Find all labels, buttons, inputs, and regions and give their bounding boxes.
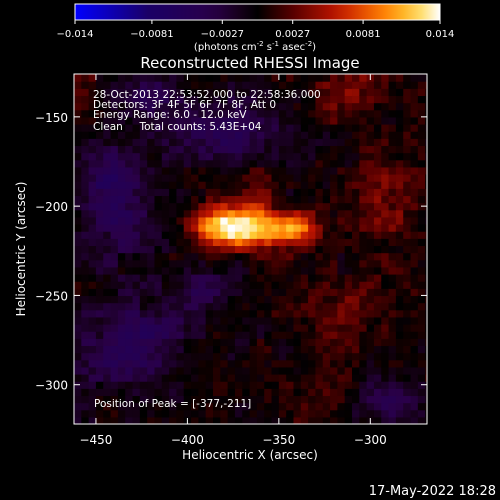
annotation-detectors: Detectors: 3F 4F 5F 6F 7F 8F, Att 0	[93, 99, 276, 111]
x-tick-label: −350	[262, 433, 295, 447]
y-tick-label: −250	[35, 289, 68, 303]
x-tick-label: −400	[171, 433, 204, 447]
y-axis-label: Heliocentric Y (arcsec)	[14, 182, 28, 317]
annotation-block: 28-Oct-2013 22:53:52.000 to 22:58:36.000…	[93, 89, 321, 410]
x-axis-label: Heliocentric X (arcsec)	[182, 448, 318, 462]
colorbar-ticks: −0.014 −0.0081 −0.0027 0.0027 0.0081 0.014	[56, 20, 454, 40]
annotation-energy-range: Energy Range: 6.0 - 12.0 keV	[93, 109, 247, 121]
colorbar-tick-label: 0.014	[426, 29, 455, 40]
heatmap-image	[74, 74, 427, 424]
timestamp: 17-May-2022 18:28	[369, 484, 496, 499]
x-tick-label: −300	[354, 433, 387, 447]
colorbar	[74, 3, 441, 21]
colorbar-tick-label: 0.0027	[275, 29, 310, 40]
y-tick-label: −300	[35, 379, 68, 393]
annotation-time-range: 28-Oct-2013 22:53:52.000 to 22:58:36.000	[93, 89, 321, 101]
y-tick-label: −150	[35, 111, 68, 125]
y-tick-label: −200	[35, 200, 68, 214]
colorbar-tick-label: −0.0027	[201, 29, 244, 40]
colorbar-tick-label: −0.014	[56, 29, 93, 40]
chart-title: Reconstructed RHESSI Image	[140, 54, 359, 72]
axis-ticks: −450 −400 −350 −300 −300 −250 −200 −150	[35, 74, 427, 447]
plot-frame	[73, 73, 428, 425]
colorbar-unit-label: (photons cm-2 s-1 asec-2)	[194, 40, 316, 53]
peak-position-label: Position of Peak = [-377,-211]	[94, 398, 251, 410]
colorbar-tick-label: 0.0081	[346, 29, 381, 40]
x-tick-label: −450	[79, 433, 112, 447]
annotation-clean-counts: Clean Total counts: 5.43E+04	[93, 121, 262, 133]
colorbar-tick-label: −0.0081	[130, 29, 173, 40]
